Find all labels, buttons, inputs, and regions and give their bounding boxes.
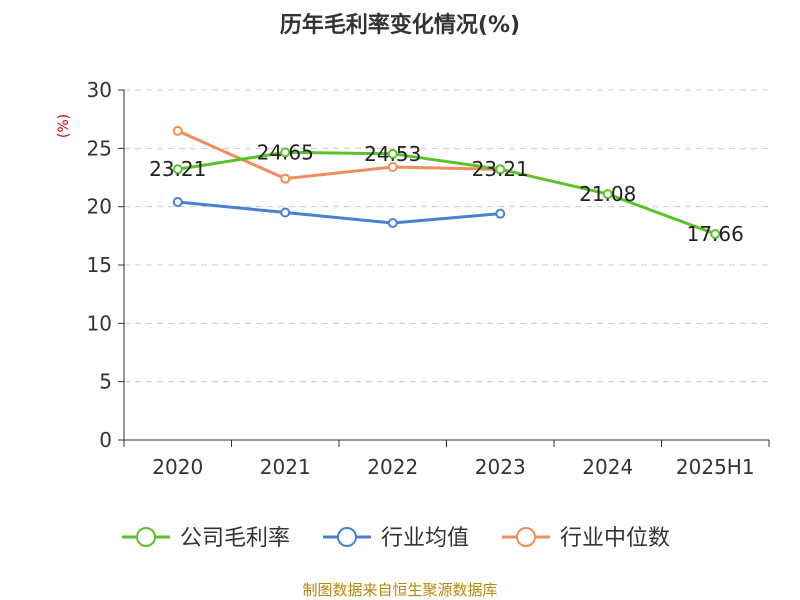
y-tick-label-30: 30	[87, 78, 112, 102]
series-line-2	[177, 129, 501, 181]
data-label-2025H1: 17.66	[687, 222, 744, 246]
data-labels: 23.21 24.65 24.53 23.21 21.08 17.66	[149, 140, 744, 246]
x-tick-label-2023: 2023	[475, 455, 526, 479]
legend-marker-1	[337, 527, 357, 547]
source-note: 制图数据来自恒生聚源数据库	[302, 581, 497, 599]
legend-marker-2	[516, 527, 536, 547]
series-line-1	[177, 200, 501, 225]
series-0-point-4[interactable]	[602, 189, 613, 200]
y-tick-label-10: 10	[87, 311, 112, 335]
series-2-point-0[interactable]	[172, 125, 183, 136]
x-tick-label-2024: 2024	[582, 455, 633, 479]
axes: 0 5 10 15 20 25 30 2020 2021 2022 2023 2024 2025H1	[87, 78, 770, 479]
y-tick-label-5: 5	[99, 370, 112, 394]
series	[172, 125, 721, 239]
legend-marker-0	[136, 527, 156, 547]
series-line-0	[177, 150, 716, 236]
series-0-point-1[interactable]	[280, 147, 291, 158]
legend-label-0[interactable]: 公司毛利率	[180, 526, 290, 551]
series-1-point-1[interactable]	[280, 207, 291, 218]
data-label-2020: 23.21	[149, 157, 206, 181]
x-tick-label-2021: 2021	[260, 455, 311, 479]
series-0-point-2[interactable]	[387, 148, 398, 159]
y-tick-label-0: 0	[99, 428, 112, 452]
y-tick-label-25: 25	[87, 136, 112, 160]
series-0-point-5[interactable]	[710, 228, 721, 239]
chart-title: 历年毛利率变化情况(%)	[280, 12, 520, 38]
series-2-point-1[interactable]	[280, 173, 291, 184]
legend-label-1[interactable]: 行业均值	[381, 526, 469, 551]
series-0-point-3[interactable]	[495, 164, 506, 175]
data-label-2022: 24.53	[364, 142, 421, 166]
data-label-2024: 21.08	[579, 182, 636, 206]
x-tick-label-2020: 2020	[152, 455, 203, 479]
legend-label-2[interactable]: 行业中位数	[560, 526, 670, 551]
series-1-point-3[interactable]	[495, 208, 506, 219]
y-axis-label: (%)	[56, 114, 72, 138]
y-tick-label-20: 20	[87, 195, 112, 219]
data-label-2023: 23.21	[472, 157, 529, 181]
y-tick-label-15: 15	[87, 253, 112, 277]
x-tick-label-2022: 2022	[367, 455, 418, 479]
series-1-point-0[interactable]	[172, 197, 183, 207]
data-label-2021: 24.65	[257, 140, 314, 164]
series-2-point-2[interactable]	[387, 162, 398, 172]
legend[interactable]: 公司毛利率 行业均值 行业中位数	[122, 526, 670, 551]
grid	[124, 89, 769, 383]
series-1-point-2[interactable]	[387, 218, 398, 228]
x-tick-label-2025H1: 2025H1	[676, 455, 755, 479]
series-0-point-0[interactable]	[172, 164, 183, 175]
